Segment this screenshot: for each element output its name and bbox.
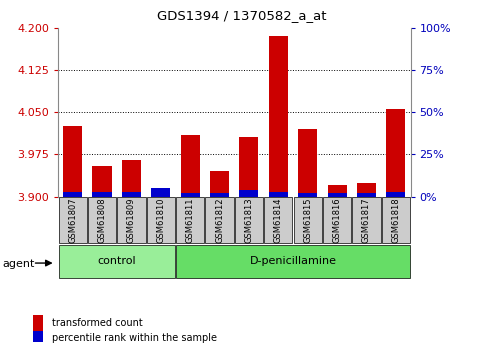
Bar: [357, 183, 376, 197]
Text: GSM61814: GSM61814: [274, 197, 283, 243]
FancyBboxPatch shape: [294, 197, 322, 243]
Bar: [63, 191, 82, 197]
Bar: [33, 331, 43, 345]
Bar: [240, 190, 258, 197]
Bar: [269, 36, 288, 197]
FancyBboxPatch shape: [147, 197, 175, 243]
Bar: [151, 188, 170, 197]
Bar: [92, 166, 112, 197]
Bar: [298, 129, 317, 197]
FancyBboxPatch shape: [58, 245, 175, 278]
Bar: [240, 138, 258, 197]
FancyBboxPatch shape: [176, 197, 204, 243]
Bar: [122, 160, 141, 197]
Text: GSM61816: GSM61816: [333, 197, 341, 243]
Text: GSM61817: GSM61817: [362, 197, 371, 243]
Bar: [33, 315, 43, 331]
FancyBboxPatch shape: [353, 197, 381, 243]
Text: D-penicillamine: D-penicillamine: [250, 256, 337, 266]
Text: GSM61818: GSM61818: [391, 197, 400, 243]
Bar: [181, 193, 200, 197]
Text: GSM61815: GSM61815: [303, 197, 312, 243]
FancyBboxPatch shape: [176, 245, 410, 278]
Bar: [122, 191, 141, 197]
Text: GSM61811: GSM61811: [185, 197, 195, 243]
Bar: [386, 109, 405, 197]
Text: GSM61807: GSM61807: [68, 197, 77, 243]
Bar: [298, 193, 317, 197]
Text: GDS1394 / 1370582_a_at: GDS1394 / 1370582_a_at: [157, 9, 326, 22]
Bar: [210, 171, 229, 197]
FancyBboxPatch shape: [117, 197, 145, 243]
Text: GSM61812: GSM61812: [215, 197, 224, 243]
Text: agent: agent: [2, 259, 35, 269]
FancyBboxPatch shape: [205, 197, 234, 243]
FancyBboxPatch shape: [58, 197, 87, 243]
Bar: [327, 193, 347, 197]
FancyBboxPatch shape: [264, 197, 292, 243]
Text: percentile rank within the sample: percentile rank within the sample: [52, 334, 217, 343]
Text: transformed count: transformed count: [52, 318, 142, 328]
FancyBboxPatch shape: [88, 197, 116, 243]
Text: GSM61810: GSM61810: [156, 197, 165, 243]
FancyBboxPatch shape: [323, 197, 351, 243]
Text: GSM61809: GSM61809: [127, 197, 136, 243]
Bar: [269, 191, 288, 197]
Bar: [327, 185, 347, 197]
FancyBboxPatch shape: [382, 197, 410, 243]
Bar: [92, 191, 112, 197]
Text: GSM61813: GSM61813: [244, 197, 254, 243]
Bar: [181, 135, 200, 197]
Bar: [210, 193, 229, 197]
Bar: [63, 126, 82, 197]
Text: control: control: [98, 256, 136, 266]
Text: GSM61808: GSM61808: [98, 197, 107, 243]
FancyBboxPatch shape: [235, 197, 263, 243]
Bar: [357, 193, 376, 197]
Bar: [386, 191, 405, 197]
